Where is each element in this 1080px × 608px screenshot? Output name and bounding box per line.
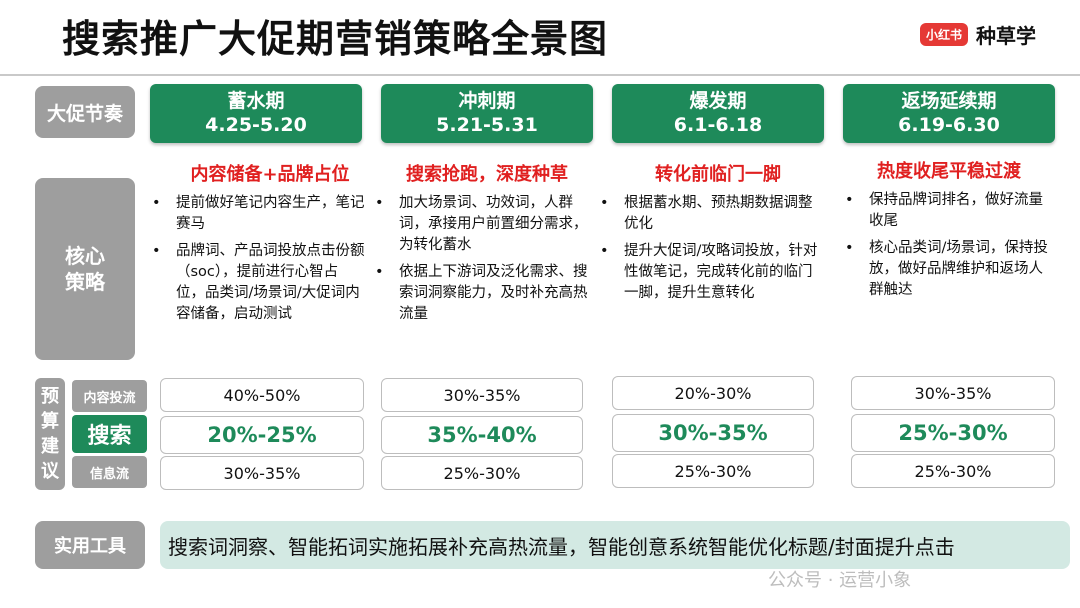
header-divider (0, 74, 1080, 76)
phase-dates: 6.1-6.18 (673, 114, 763, 136)
bullet-dot-icon: • (152, 243, 161, 259)
budget-info-2: 25%-30% (381, 456, 583, 490)
bullet-text: 根据蓄水期、预热期数据调整优化 (624, 195, 813, 232)
brand-logo: 小红书 (920, 23, 969, 46)
budget-content-4: 30%-35% (851, 376, 1055, 410)
phase-bullets-2: • 加大场景词、功效词，人群词，承接用户前置细分需求，为转化蓄水 • 依据上下游词及… (373, 193, 595, 331)
phase-headline-4: 热度收尾平稳过渡 (877, 161, 1021, 182)
bullet-text: 依据上下游词及泛化需求、搜索词洞察能力，及时补充高热流量 (399, 264, 588, 322)
budget-info-4: 25%-30% (851, 454, 1055, 488)
bullet-dot-icon: • (845, 240, 854, 256)
bullet-dot-icon: • (375, 264, 384, 280)
bullet-dot-icon: • (600, 195, 609, 211)
bullet-item: • 提升大促词/攻略词投放，针对性做笔记，完成转化前的临门一脚，提升生意转化 (598, 241, 820, 304)
phase-headline-2: 搜索抢跑，深度种草 (406, 164, 568, 185)
bullet-text: 品牌词、产品词投放点击份额（soc），提前进行心智占位，品类词/场景词/大促词内… (176, 243, 365, 322)
budget-search-4: 25%-30% (851, 414, 1055, 452)
row-label-info-flow: 信息流 (72, 456, 147, 488)
budget-search-1: 20%-25% (160, 416, 364, 454)
tools-description: 搜索词洞察、智能拓词实施拓展补充高热流量，智能创意系统智能优化标题/封面提升点击 (160, 521, 1070, 569)
budget-search-2: 35%-40% (381, 416, 583, 454)
phase-name: 爆发期 (689, 90, 747, 112)
phase-bullets-4: • 保持品牌词排名，做好流量收尾 • 核心品类词/场景词，保持投放，做好品牌维护和返… (843, 190, 1055, 307)
bullet-text: 加大场景词、功效词，人群词，承接用户前置细分需求，为转化蓄水 (399, 195, 588, 253)
row-label-strategy: 核心 策略 (35, 178, 135, 360)
bullet-item: • 提前做好笔记内容生产，笔记赛马 (150, 193, 365, 235)
budget-char: 算 (41, 411, 59, 432)
row-label-budget: 预 算 建 议 (35, 378, 65, 490)
row-label-rhythm: 大促节奏 (35, 86, 135, 138)
budget-content-2: 30%-35% (381, 378, 583, 412)
budget-content-3: 20%-30% (612, 376, 814, 410)
row-label-strategy-line1: 核心 (65, 244, 105, 268)
bullet-dot-icon: • (152, 195, 161, 211)
phase-header-3: 爆发期 6.1-6.18 (612, 84, 824, 143)
bullet-item: • 加大场景词、功效词，人群词，承接用户前置细分需求，为转化蓄水 (373, 193, 595, 256)
bullet-item: • 品牌词、产品词投放点击份额（soc），提前进行心智占位，品类词/场景词/大促词… (150, 241, 365, 325)
budget-info-1: 30%-35% (160, 456, 364, 490)
budget-search-3: 30%-35% (612, 414, 814, 452)
budget-char: 预 (41, 386, 59, 407)
bullet-text: 提前做好笔记内容生产，笔记赛马 (176, 195, 365, 232)
phase-bullets-1: • 提前做好笔记内容生产，笔记赛马 • 品牌词、产品词投放点击份额（soc），提前进… (150, 193, 365, 331)
phase-name: 冲刺期 (458, 90, 516, 112)
bullet-item: • 根据蓄水期、预热期数据调整优化 (598, 193, 820, 235)
phase-headline-3: 转化前临门一脚 (655, 164, 781, 185)
budget-content-1: 40%-50% (160, 378, 364, 412)
bullet-text: 保持品牌词排名，做好流量收尾 (869, 192, 1043, 229)
page-title: 搜索推广大促期营销策略全景图 (62, 17, 609, 61)
phase-dates: 5.21-5.31 (436, 114, 538, 136)
phase-header-2: 冲刺期 5.21-5.31 (381, 84, 593, 143)
bullet-item: • 核心品类词/场景词，保持投放，做好品牌维护和返场人群触达 (843, 238, 1055, 301)
phase-dates: 6.19-6.30 (898, 114, 1000, 136)
budget-char: 建 (41, 436, 59, 457)
brand: 小红书 种草学 (920, 20, 1036, 49)
brand-name: 种草学 (976, 24, 1037, 48)
row-label-search: 搜索 (72, 415, 147, 453)
watermark: 公众号 · 运营小象 (768, 570, 912, 591)
bullet-dot-icon: • (600, 243, 609, 259)
phase-headline-1: 内容储备+品牌占位 (190, 164, 350, 185)
phase-dates: 4.25-5.20 (205, 114, 307, 136)
phase-name: 蓄水期 (227, 90, 285, 112)
phase-header-4: 返场延续期 6.19-6.30 (843, 84, 1055, 143)
budget-info-3: 25%-30% (612, 454, 814, 488)
bullet-item: • 保持品牌词排名，做好流量收尾 (843, 190, 1055, 232)
budget-char: 议 (41, 461, 59, 482)
row-label-content-flow: 内容投流 (72, 380, 147, 412)
bullet-text: 核心品类词/场景词，保持投放，做好品牌维护和返场人群触达 (869, 240, 1048, 298)
phase-bullets-3: • 根据蓄水期、预热期数据调整优化 • 提升大促词/攻略词投放，针对性做笔记，完成转… (598, 193, 820, 310)
row-label-tools: 实用工具 (35, 521, 145, 569)
bullet-item: • 依据上下游词及泛化需求、搜索词洞察能力，及时补充高热流量 (373, 262, 595, 325)
bullet-dot-icon: • (375, 195, 384, 211)
phase-header-1: 蓄水期 4.25-5.20 (150, 84, 362, 143)
bullet-text: 提升大促词/攻略词投放，针对性做笔记，完成转化前的临门一脚，提升生意转化 (624, 243, 818, 301)
row-label-strategy-line2: 策略 (65, 270, 105, 294)
bullet-dot-icon: • (845, 192, 854, 208)
phase-name: 返场延续期 (901, 90, 997, 112)
